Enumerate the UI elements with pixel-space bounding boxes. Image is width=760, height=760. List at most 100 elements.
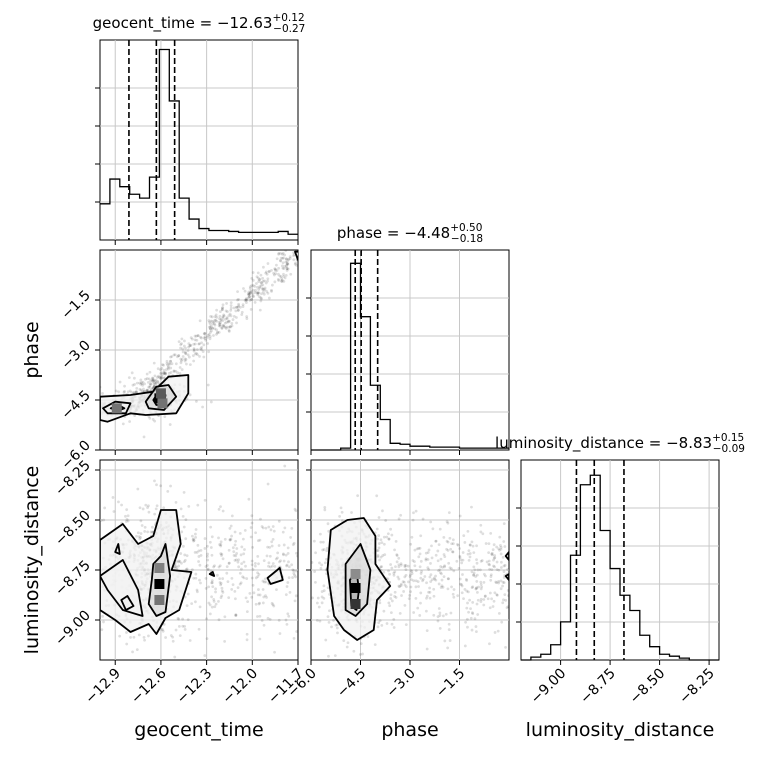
sample-point xyxy=(273,267,277,271)
sample-point xyxy=(292,571,296,575)
title-upper-error: +0.15 xyxy=(712,432,744,444)
sample-point xyxy=(207,333,211,336)
sample-point xyxy=(211,665,214,668)
sample-point xyxy=(172,353,176,357)
sample-point xyxy=(400,594,403,597)
sample-point xyxy=(195,348,199,351)
sample-point xyxy=(285,263,289,267)
sample-point xyxy=(414,596,418,600)
sample-point xyxy=(88,408,91,411)
density-panel-geocent_time-phase: −6.0−4.5−3.0−1.5 xyxy=(58,249,299,473)
sample-point xyxy=(179,361,183,365)
sample-point xyxy=(223,317,227,321)
sample-point xyxy=(175,566,179,570)
sample-point xyxy=(379,565,383,569)
sample-point xyxy=(297,250,298,251)
hist-panel-geocent_time xyxy=(95,39,299,245)
sample-point xyxy=(90,408,93,411)
sample-point xyxy=(392,571,396,575)
xlabel-luminosity_distance: luminosity_distance xyxy=(526,719,715,741)
sample-point xyxy=(171,635,175,639)
sample-point xyxy=(475,573,479,577)
sample-point xyxy=(273,564,277,568)
sample-point xyxy=(393,570,397,574)
sample-point xyxy=(285,622,289,626)
sample-point xyxy=(445,520,449,524)
sample-point xyxy=(458,547,461,550)
sample-point xyxy=(153,419,157,423)
sample-point xyxy=(220,306,224,310)
sample-point xyxy=(408,594,412,597)
sample-point xyxy=(218,564,222,568)
sample-point xyxy=(163,372,167,376)
sample-point xyxy=(257,288,261,291)
sample-point xyxy=(250,595,254,599)
density-cell xyxy=(350,583,361,593)
sample-point xyxy=(277,251,281,255)
sample-point xyxy=(287,576,291,580)
sample-point xyxy=(322,596,326,600)
sample-point xyxy=(267,561,271,565)
sample-point xyxy=(395,553,399,556)
sample-point xyxy=(439,586,443,589)
sample-point xyxy=(387,537,391,541)
sample-point xyxy=(206,568,210,572)
sample-point xyxy=(390,622,394,626)
sample-point xyxy=(207,585,211,589)
sample-point xyxy=(174,564,178,568)
sample-point xyxy=(181,347,185,351)
sample-point xyxy=(159,484,163,488)
sample-point xyxy=(163,371,166,375)
sample-point xyxy=(100,519,103,522)
sample-point xyxy=(478,568,482,572)
sample-point xyxy=(94,404,97,407)
sample-point xyxy=(223,537,227,541)
sample-point xyxy=(236,298,239,302)
contour-edge-a xyxy=(504,551,509,561)
sample-point xyxy=(409,573,412,577)
sample-point xyxy=(154,381,158,385)
sample-point xyxy=(455,559,459,563)
sample-point xyxy=(144,503,148,507)
sample-point xyxy=(326,615,330,619)
sample-point xyxy=(280,277,284,281)
sample-point xyxy=(197,627,201,631)
sample-point xyxy=(468,543,472,547)
sample-point xyxy=(225,317,229,321)
sample-point xyxy=(218,581,222,584)
sample-point xyxy=(182,525,186,529)
sample-point xyxy=(317,605,321,609)
sample-point xyxy=(128,389,132,393)
sample-point xyxy=(146,388,150,392)
sample-point xyxy=(437,582,441,586)
sample-point xyxy=(393,590,397,594)
sample-point xyxy=(191,538,195,541)
sample-point xyxy=(432,613,436,617)
sample-point xyxy=(212,320,216,324)
sample-point xyxy=(161,372,165,376)
sample-point xyxy=(349,659,352,660)
sample-point xyxy=(285,262,289,266)
sample-point xyxy=(423,575,427,578)
sample-point xyxy=(472,573,475,577)
sample-point xyxy=(369,661,372,664)
sample-point xyxy=(247,292,251,296)
sample-point xyxy=(254,531,257,535)
sample-point xyxy=(502,576,506,579)
sample-point xyxy=(237,302,241,306)
sample-point xyxy=(434,574,437,578)
x-tick-label: −12.3 xyxy=(174,666,216,708)
sample-point xyxy=(208,327,212,331)
sample-point xyxy=(397,556,401,560)
sample-point xyxy=(464,620,467,624)
sample-point xyxy=(266,262,270,265)
sample-point xyxy=(285,564,289,568)
sample-point xyxy=(380,565,384,569)
sample-point xyxy=(171,639,175,643)
sample-point xyxy=(438,611,442,615)
sample-point xyxy=(502,564,506,568)
sample-point xyxy=(226,320,230,324)
sample-point xyxy=(249,289,253,293)
sample-point xyxy=(245,315,249,318)
sample-point xyxy=(124,520,128,523)
